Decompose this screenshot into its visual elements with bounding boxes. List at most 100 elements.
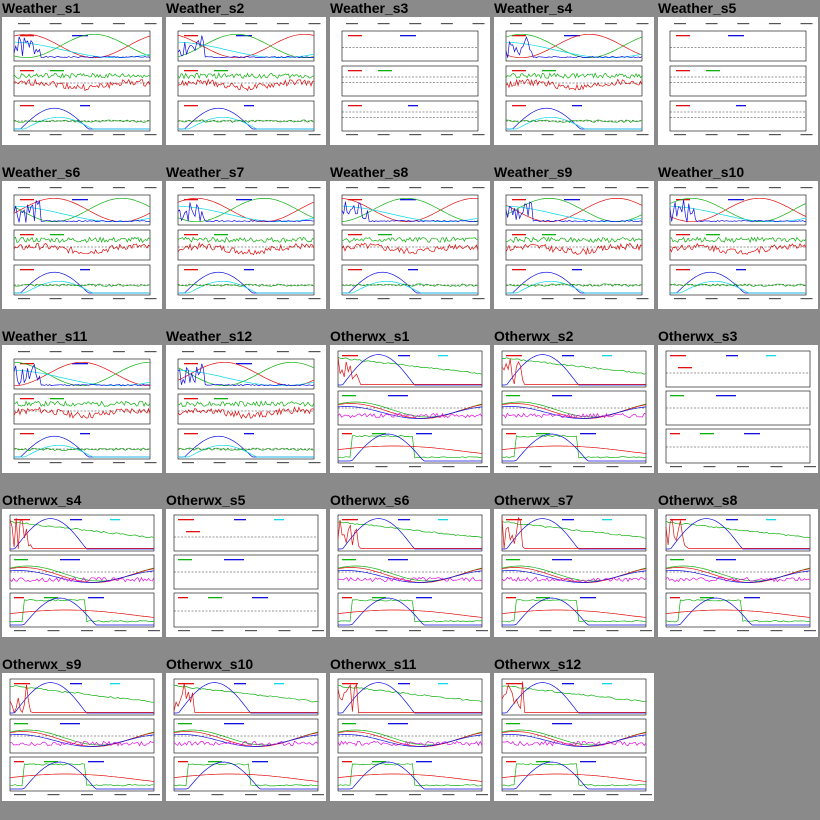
gallery-tile[interactable]: Otherwx_s1 (328, 328, 492, 492)
plot-panel-frame (505, 65, 643, 97)
gallery-tile[interactable]: Otherwx_s12 (492, 656, 656, 820)
tick-label-glyph (112, 23, 125, 25)
plot-thumbnail[interactable] (166, 345, 326, 473)
plot-thumbnail[interactable] (494, 509, 654, 637)
legend-entry (224, 723, 244, 725)
legend-entry (342, 395, 356, 397)
plot-line (505, 33, 643, 59)
plot-thumbnail[interactable] (330, 509, 490, 637)
plot-thumbnail[interactable] (2, 509, 162, 637)
tick-label-glyph (408, 466, 421, 468)
legend-entry (348, 199, 362, 201)
gallery-tile[interactable]: Otherwx_s8 (656, 492, 820, 656)
gallery-tile[interactable]: Weather_s1 (0, 0, 164, 164)
gallery-tile[interactable]: Weather_s12 (164, 328, 328, 492)
tile-title: Weather_s11 (2, 328, 88, 344)
plot-line (669, 197, 807, 223)
plot-thumbnail[interactable] (658, 345, 818, 473)
legend-entry (388, 723, 408, 725)
plot-line (665, 518, 810, 549)
tick-label-glyph (182, 298, 194, 300)
legend-entry (736, 105, 746, 107)
gallery-tile[interactable]: Otherwx_s7 (492, 492, 656, 656)
plot-thumbnail[interactable] (330, 673, 490, 801)
plot-line (505, 236, 643, 243)
plot-thumbnail[interactable] (658, 17, 818, 145)
gallery-tile[interactable]: Weather_s6 (0, 164, 164, 328)
plot-line (177, 35, 315, 59)
gallery-tile[interactable]: Otherwx_s2 (492, 328, 656, 492)
plot-line (9, 685, 155, 703)
gallery-tile[interactable]: Otherwx_s11 (328, 656, 492, 820)
plot-thumbnail[interactable] (494, 17, 654, 145)
gallery-tile[interactable]: Otherwx_s4 (0, 492, 164, 656)
tick-label-glyph (475, 630, 488, 632)
plot-canvas (13, 23, 157, 136)
gallery-tile[interactable]: Weather_s8 (328, 164, 492, 328)
plot-canvas (9, 678, 160, 796)
gallery-tile[interactable]: Otherwx_s3 (656, 328, 820, 492)
plot-thumbnail[interactable] (166, 509, 326, 637)
gallery-tile[interactable]: Weather_s11 (0, 328, 164, 492)
plot-thumbnail[interactable] (2, 17, 162, 145)
plot-thumbnail[interactable] (2, 673, 162, 801)
legend-entry (110, 519, 120, 521)
plot-thumbnail[interactable] (2, 345, 162, 473)
plot-thumbnail[interactable] (166, 673, 326, 801)
tile-title: Otherwx_s7 (494, 492, 574, 508)
plot-thumbnail[interactable] (658, 181, 818, 309)
gallery-tile[interactable]: Weather_s5 (656, 0, 820, 164)
plot-thumbnail[interactable] (330, 17, 490, 145)
plot-line (177, 78, 315, 92)
gallery-tile[interactable]: Otherwx_s5 (164, 492, 328, 656)
tick-label-glyph (770, 466, 783, 468)
gallery-tile[interactable]: Weather_s4 (492, 0, 656, 164)
plot-line (9, 609, 155, 618)
legend-entry (244, 269, 254, 271)
legend-entry (252, 761, 268, 763)
plot-canvas (337, 514, 488, 632)
legend-entry (552, 395, 572, 397)
plot-thumbnail[interactable] (494, 345, 654, 473)
gallery-tile[interactable]: Otherwx_s9 (0, 656, 164, 820)
plot-thumbnail[interactable] (330, 181, 490, 309)
tick-label-glyph (308, 23, 321, 25)
legend-entry (70, 683, 82, 685)
legend-entry (244, 433, 254, 435)
plot-thumbnail[interactable] (658, 509, 818, 637)
legend-entry (50, 398, 64, 400)
legend-entry (14, 723, 28, 725)
tick-label-glyph (114, 630, 127, 632)
tick-label-glyph (705, 298, 718, 300)
plot-line (173, 685, 318, 703)
gallery-tile[interactable]: Otherwx_s10 (164, 656, 328, 820)
plot-line (665, 609, 811, 618)
tick-label-glyph (408, 794, 421, 796)
plot-canvas (505, 23, 649, 136)
gallery-tile[interactable]: Weather_s10 (656, 164, 820, 328)
legend-entry (186, 531, 200, 533)
plot-line (342, 205, 479, 223)
tick-label-glyph (636, 134, 649, 136)
plot-line (337, 763, 483, 787)
legend-entry (20, 199, 34, 201)
tick-label-glyph (375, 630, 388, 632)
plot-thumbnail[interactable] (2, 181, 162, 309)
tick-label-glyph (147, 794, 160, 796)
tick-label-glyph (539, 630, 552, 632)
gallery-tile[interactable]: Weather_s2 (164, 0, 328, 164)
gallery-tile[interactable]: Weather_s3 (328, 0, 492, 164)
gallery-tile[interactable]: Weather_s9 (492, 164, 656, 328)
plot-thumbnail[interactable] (166, 17, 326, 145)
plot-thumbnail[interactable] (166, 181, 326, 309)
plot-thumbnail[interactable] (494, 181, 654, 309)
plot-thumbnail[interactable] (494, 673, 654, 801)
plot-thumbnail[interactable] (330, 345, 490, 473)
plot-panel-frame (665, 592, 811, 628)
gallery-tile[interactable]: Weather_s7 (164, 164, 328, 328)
gallery-tile[interactable]: Otherwx_s6 (328, 492, 492, 656)
plot-line (506, 107, 642, 130)
plot-line (13, 72, 151, 80)
plot-canvas (173, 678, 324, 796)
legend-entry (184, 105, 198, 107)
